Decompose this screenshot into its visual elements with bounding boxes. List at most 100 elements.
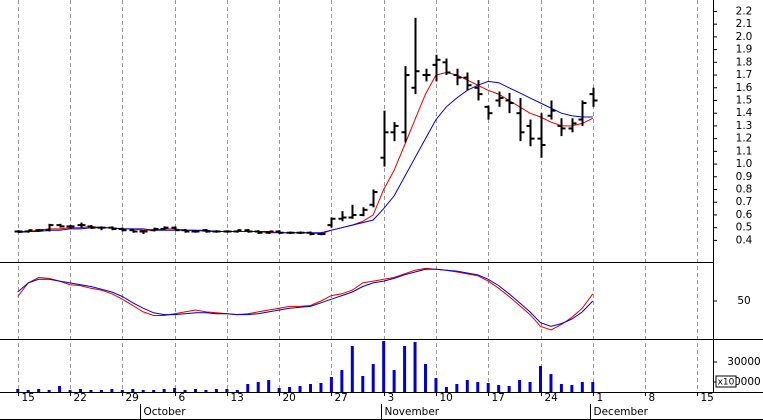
y-tick-label: 0.4 xyxy=(736,234,753,246)
volume-bar xyxy=(580,382,584,392)
volume-bar xyxy=(497,385,501,392)
volume-bar xyxy=(340,370,344,392)
volume-bar xyxy=(528,382,532,392)
y-tick-label: 1.9 xyxy=(736,44,753,56)
volume-bar xyxy=(68,390,72,392)
volume-bar xyxy=(99,390,103,392)
volume-bar xyxy=(329,377,333,392)
volume-bar xyxy=(225,389,229,392)
volume-bar xyxy=(141,390,145,392)
volume-bar xyxy=(403,346,407,392)
x-tick-label: 15 xyxy=(22,392,35,404)
volume-bar xyxy=(455,384,459,392)
volume-bar xyxy=(120,390,124,392)
x-tick-label: 24 xyxy=(545,392,559,404)
month-label: October xyxy=(144,406,187,418)
plot-layer xyxy=(14,17,598,392)
x-tick-label: 6 xyxy=(179,392,186,404)
x-tick-label: 22 xyxy=(74,392,87,404)
volume-bar xyxy=(413,342,417,392)
volume-bar xyxy=(89,390,93,392)
volume-bar xyxy=(204,390,208,392)
oscillator-line xyxy=(17,267,594,331)
volume-bar xyxy=(382,341,386,392)
y-tick-label: 0.5 xyxy=(736,222,753,234)
volume-bar xyxy=(256,382,260,392)
volume-bar xyxy=(162,389,166,392)
y-tick-label: 0.8 xyxy=(736,184,753,196)
volume-bar xyxy=(152,390,156,392)
y-tick-label: 2.0 xyxy=(736,31,753,43)
y-tick-label: 1.2 xyxy=(736,133,753,145)
y-tick-label: 1.6 xyxy=(736,82,753,94)
x-tick-label: 3 xyxy=(388,392,395,404)
x-tick-label: 15 xyxy=(701,392,714,404)
volume-bar xyxy=(194,389,197,392)
moving-average xyxy=(17,80,593,234)
volume-bar xyxy=(507,386,511,392)
volume-bar xyxy=(371,364,375,392)
x-tick-label: 20 xyxy=(283,392,296,404)
volume-bar xyxy=(79,389,82,392)
volume-bar xyxy=(58,386,62,392)
y-tick-label: 1.3 xyxy=(736,120,753,132)
volume-bar xyxy=(549,374,553,392)
volume-bar xyxy=(486,383,490,392)
y-tick-label: 0.7 xyxy=(736,196,753,208)
volume-bar xyxy=(173,388,177,392)
volume-bar xyxy=(559,384,563,392)
multiplier-box xyxy=(715,375,737,388)
volume-bar xyxy=(319,383,323,392)
volume-bar xyxy=(465,380,469,392)
multiplier-label: x10 xyxy=(718,378,735,388)
volume-bar xyxy=(47,390,51,392)
volume-bar xyxy=(392,370,396,392)
y-tick-label: 1.5 xyxy=(736,94,753,106)
y-tick-label: 1.7 xyxy=(736,69,753,81)
y-tick-label: 50 xyxy=(737,295,750,307)
volume-bar xyxy=(298,386,302,392)
y-tick-label: 0.6 xyxy=(736,209,753,221)
volume-bar xyxy=(309,384,312,392)
x-tick-label: 10 xyxy=(440,392,453,404)
y-tick-label: 1.0 xyxy=(736,158,753,170)
volume-bar xyxy=(444,387,448,392)
y-tick-label: 0.9 xyxy=(736,171,753,183)
y-tick-label: 2.1 xyxy=(736,18,753,30)
month-label: December xyxy=(594,406,649,418)
oscillator-line xyxy=(17,268,594,327)
y-tick-label: 2.2 xyxy=(736,5,753,17)
y-tick-label: 30000 xyxy=(727,356,760,368)
x-tick-label: 27 xyxy=(335,392,348,404)
y-tick-label: 1.8 xyxy=(736,56,753,68)
volume-bar xyxy=(476,382,480,392)
y-tick-label: 1.4 xyxy=(736,107,753,119)
volume-bar xyxy=(16,389,20,392)
x-tick-label: 29 xyxy=(126,392,139,404)
volume-bar xyxy=(26,390,30,392)
x-tick-label: 17 xyxy=(492,392,505,404)
volume-bar xyxy=(434,378,438,392)
volume-bar xyxy=(183,390,187,392)
volume-bar xyxy=(246,384,250,392)
volume-bar xyxy=(350,346,354,392)
volume-bar xyxy=(131,389,135,392)
volume-bar xyxy=(37,389,41,392)
x-tick-label: 13 xyxy=(231,392,244,404)
volume-bar xyxy=(288,387,292,392)
month-label: November xyxy=(385,406,440,418)
volume-bar xyxy=(110,389,114,392)
volume-bar xyxy=(361,376,365,392)
volume-bar xyxy=(518,380,522,392)
volume-bar xyxy=(424,364,427,392)
volume-bar xyxy=(235,390,239,392)
x-tick-label: 8 xyxy=(649,392,656,404)
volume-bar xyxy=(539,366,542,392)
x-tick-label: 1 xyxy=(597,392,604,404)
volume-bar xyxy=(277,388,281,392)
volume-bar xyxy=(267,380,271,392)
volume-bar xyxy=(214,389,218,392)
volume-bar xyxy=(591,382,595,392)
